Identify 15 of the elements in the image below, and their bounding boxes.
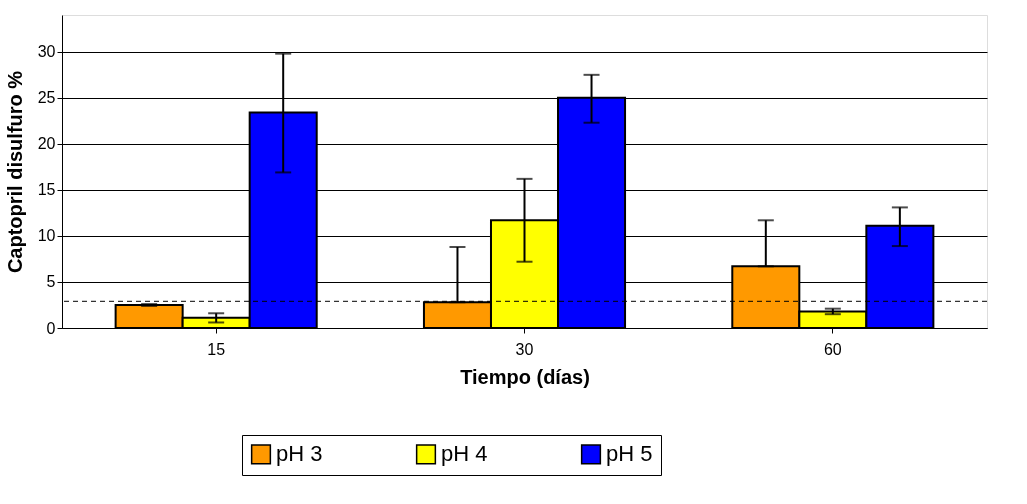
x-tick-label: 30 bbox=[515, 340, 534, 358]
y-tick-label: 0 bbox=[46, 319, 56, 337]
y-tick-label: 10 bbox=[37, 227, 56, 245]
y-tick-label: 25 bbox=[37, 89, 56, 107]
legend-label: pH 4 bbox=[441, 441, 488, 467]
x-axis-title: Tiempo (días) bbox=[460, 365, 590, 388]
y-axis-title: Captopril disulfuro % bbox=[3, 70, 26, 274]
y-tick-label: 30 bbox=[37, 43, 56, 61]
y-tick-label: 15 bbox=[37, 181, 56, 199]
legend-label: pH 3 bbox=[276, 441, 323, 467]
x-tick-label: 15 bbox=[207, 340, 226, 358]
x-tick-label: 60 bbox=[823, 340, 842, 358]
y-tick-label: 20 bbox=[37, 135, 56, 153]
legend-label: pH 5 bbox=[606, 441, 653, 467]
y-tick-label: 5 bbox=[46, 273, 56, 291]
